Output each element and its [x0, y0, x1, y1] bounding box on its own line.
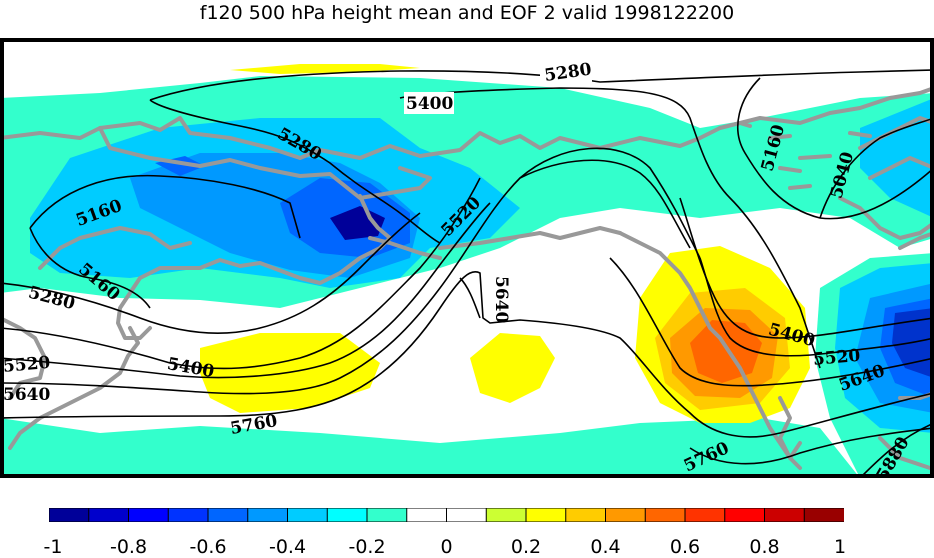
coastline-islands-east [738, 121, 872, 190]
contour-5280-mid [29, 174, 301, 239]
shade-lightblue-east [860, 99, 931, 217]
contour-5760 [3, 271, 931, 438]
contour-label: 5640 [491, 276, 511, 323]
contour-label: 5400 [406, 94, 453, 114]
colorbar-swatch [565, 508, 607, 522]
colorbar-swatch [803, 508, 844, 522]
colorbar-swatch [764, 508, 806, 522]
coastline-greenland [898, 231, 931, 250]
colorbar [49, 508, 844, 522]
coastline-asia-north [3, 116, 722, 160]
colorbar-swatch [525, 508, 567, 522]
colorbar-tick-label: 0 [440, 536, 453, 558]
contour-label: 5520 [812, 346, 861, 370]
contour-5160-east [737, 77, 931, 220]
height-contours [3, 69, 931, 475]
colorbar-swatch [287, 508, 329, 522]
colorbar-swatch [605, 508, 647, 522]
eof-height-map: 5280 5400 5280 5160 5160 5280 5520 5400 … [0, 38, 934, 478]
colorbar-swatch [684, 508, 726, 522]
contour-5520-east2 [699, 257, 931, 357]
colorbar-swatch [724, 508, 766, 522]
contour-5640-mid [3, 147, 701, 395]
contour-5520-mid [3, 202, 491, 379]
colorbar-tick-label: -0.8 [109, 536, 148, 558]
coastline-siberia [98, 126, 432, 200]
shade-yellow-mid [470, 333, 555, 403]
coastline-alaska-south [618, 231, 802, 460]
colorbar-tick-label: 0.6 [669, 536, 701, 558]
coastline-okhotsk [38, 226, 192, 270]
coastlines [3, 86, 931, 470]
coastline-hudson [838, 116, 931, 240]
colorbar-tick-label: 1 [833, 536, 847, 558]
colorbar-tick-label: -1 [43, 536, 63, 558]
shade-navy-west [330, 206, 385, 240]
map-border [0, 38, 934, 478]
colorbar-swatch [207, 508, 249, 522]
map-title: f120 500 hPa height mean and EOF 2 valid… [199, 2, 735, 24]
colorbar-tick-label: 0.8 [749, 536, 780, 558]
colorbar-swatch [644, 508, 686, 522]
contour-5640-east [609, 257, 931, 387]
contour-5040-east [819, 118, 931, 219]
coastline-japan [8, 326, 140, 450]
map-panel: 5280 5400 5280 5160 5160 5280 5520 5400 … [0, 38, 934, 478]
colorbar-tick-label: 0.2 [510, 536, 542, 558]
contour-5640-loop [459, 277, 481, 319]
colorbar-swatch [128, 508, 170, 522]
shade-redorange-right [690, 320, 762, 383]
contour-5880-east [861, 423, 931, 475]
contour-label: 5520 [2, 353, 51, 377]
contour-5520-east [519, 159, 691, 249]
shade-teal-south [3, 418, 858, 475]
colorbar-swatch [326, 508, 368, 522]
colorbar-swatch [49, 508, 90, 522]
colorbar-swatch [247, 508, 289, 522]
contour-5400-east [679, 197, 931, 339]
contour-5400-west [399, 87, 821, 369]
colorbar-swatch [406, 508, 448, 522]
contour-5400-north [149, 99, 441, 244]
colorbar-swatch [88, 508, 130, 522]
colorbar-tick-label: -0.6 [189, 536, 227, 558]
colorbar-tick-label: 0.4 [590, 536, 621, 558]
colorbar-swatches [49, 508, 844, 522]
contour-5160-west [29, 227, 151, 309]
colorbar-swatch [167, 508, 209, 522]
contour-5280-west [3, 212, 421, 334]
contour-5400-mid [3, 177, 481, 370]
contour-label: 5640 [3, 385, 50, 405]
coastline-bc [778, 396, 802, 470]
colorbar-tick-label: -0.4 [268, 536, 307, 558]
colorbar-swatch [485, 508, 527, 522]
colorbar-tick-label: -0.2 [348, 536, 386, 558]
colorbar-swatch [446, 508, 488, 522]
coastline-canada-north [718, 86, 931, 130]
contour-5280-north [149, 69, 931, 101]
colorbar-swatch [366, 508, 408, 522]
shade-yellow-top [230, 64, 420, 74]
coastline-alaska-west [438, 226, 622, 250]
contour-5760-east [689, 427, 931, 465]
